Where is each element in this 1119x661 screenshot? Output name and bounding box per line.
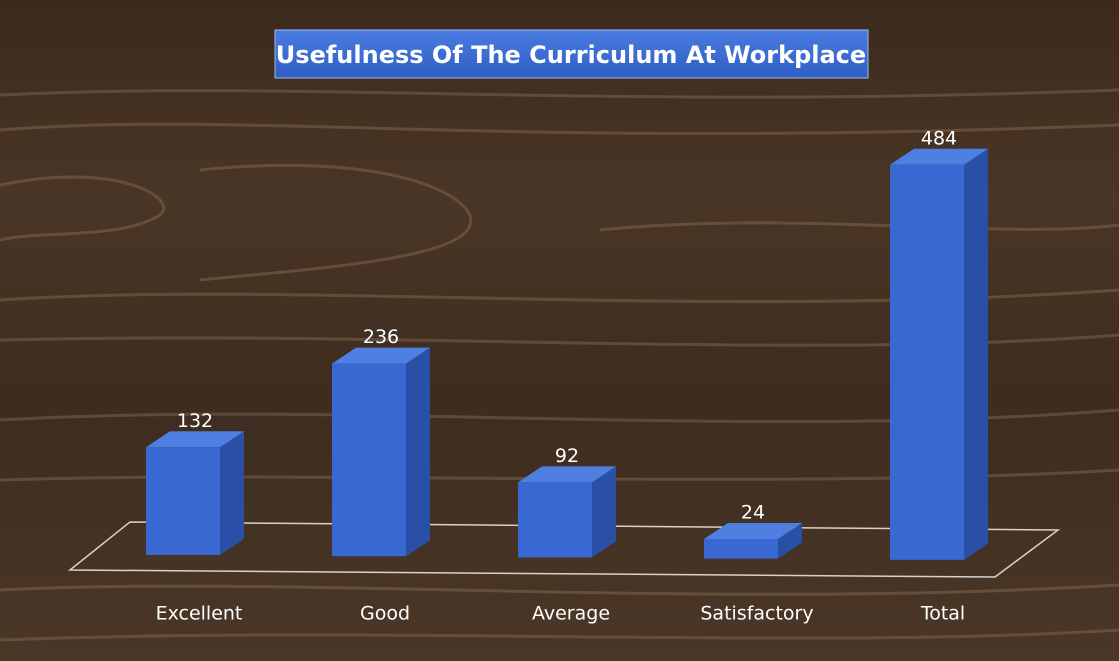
bar-side <box>220 431 244 555</box>
bar <box>704 539 778 559</box>
x-tick-label: Satisfactory <box>700 603 813 625</box>
title-box <box>274 29 869 79</box>
chart-title: Usefulness Of The Curriculum At Workplac… <box>276 41 866 69</box>
value-label: 132 <box>177 410 213 432</box>
bar-top <box>704 523 802 540</box>
floor <box>67 521 1061 578</box>
bar <box>890 164 964 560</box>
bar-top <box>518 466 616 483</box>
x-tick-label: Excellent <box>156 603 243 625</box>
bar <box>146 447 220 555</box>
bar-top <box>332 347 430 364</box>
bar-side <box>592 466 616 558</box>
bar-side <box>964 148 988 560</box>
value-label: 92 <box>555 445 579 467</box>
value-label: 24 <box>741 502 765 524</box>
bar-side <box>406 347 430 557</box>
bar <box>518 482 592 558</box>
bar-side <box>778 523 802 559</box>
x-tick-label: Average <box>532 603 610 625</box>
value-label: 484 <box>921 127 957 149</box>
x-tick-label: Total <box>920 603 965 625</box>
x-tick-label: Good <box>360 603 410 625</box>
bar-top <box>146 431 244 448</box>
bar-top <box>890 148 988 165</box>
bar <box>332 363 406 557</box>
value-label: 236 <box>363 326 399 348</box>
